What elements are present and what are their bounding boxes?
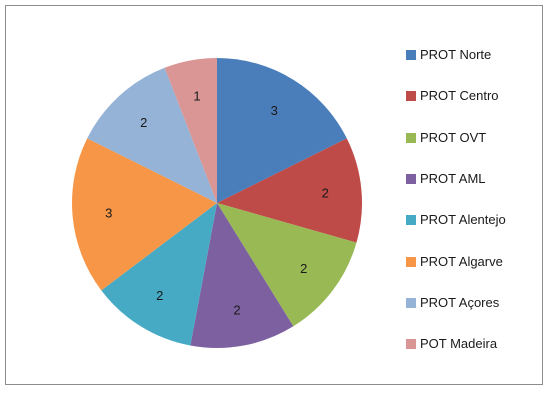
chart-area: 3 2 2 2 2 3 2 1 PROT Norte PROT Centro PROT OVT PR… bbox=[5, 5, 543, 385]
pie-slice bbox=[217, 138, 362, 243]
slice-data-label: 2 bbox=[156, 288, 163, 303]
slice-data-label: 3 bbox=[105, 206, 112, 221]
legend-label: PROT Norte bbox=[420, 47, 492, 62]
legend-label: PROT AML bbox=[420, 170, 486, 186]
legend-label: PROT OVT bbox=[420, 129, 487, 145]
legend-swatch bbox=[406, 132, 416, 143]
slice-data-label: 2 bbox=[140, 115, 147, 130]
legend-swatch bbox=[406, 297, 416, 308]
pie-slice bbox=[217, 203, 357, 327]
legend-label: PROT Algarve bbox=[420, 253, 503, 269]
legend-swatch bbox=[406, 215, 416, 226]
slice-data-label: 2 bbox=[322, 185, 329, 200]
pie-slice bbox=[101, 203, 217, 346]
slice-data-label: 2 bbox=[300, 261, 307, 276]
slice-data-label: 1 bbox=[193, 89, 200, 104]
legend-swatch bbox=[406, 91, 416, 102]
legend-label: POT Madeira bbox=[420, 336, 498, 352]
legend-swatch bbox=[406, 50, 416, 60]
pie-slice bbox=[71, 138, 217, 291]
legend-label: PROT Centro bbox=[420, 88, 499, 104]
slice-data-label: 3 bbox=[271, 103, 278, 118]
legend-label: PROT Alentejo bbox=[420, 212, 506, 228]
legend-label: PROT Açores bbox=[420, 294, 500, 310]
pie-slice bbox=[164, 58, 217, 203]
pie-chart: 3 2 2 2 2 3 2 1 bbox=[71, 58, 362, 348]
pie-slice bbox=[87, 67, 217, 203]
legend-swatch bbox=[406, 256, 416, 267]
legend-swatch bbox=[406, 173, 416, 184]
pie-slice bbox=[217, 58, 347, 203]
pie-slice bbox=[190, 203, 294, 348]
legend-swatch bbox=[406, 339, 416, 350]
slice-data-label: 2 bbox=[233, 302, 240, 317]
